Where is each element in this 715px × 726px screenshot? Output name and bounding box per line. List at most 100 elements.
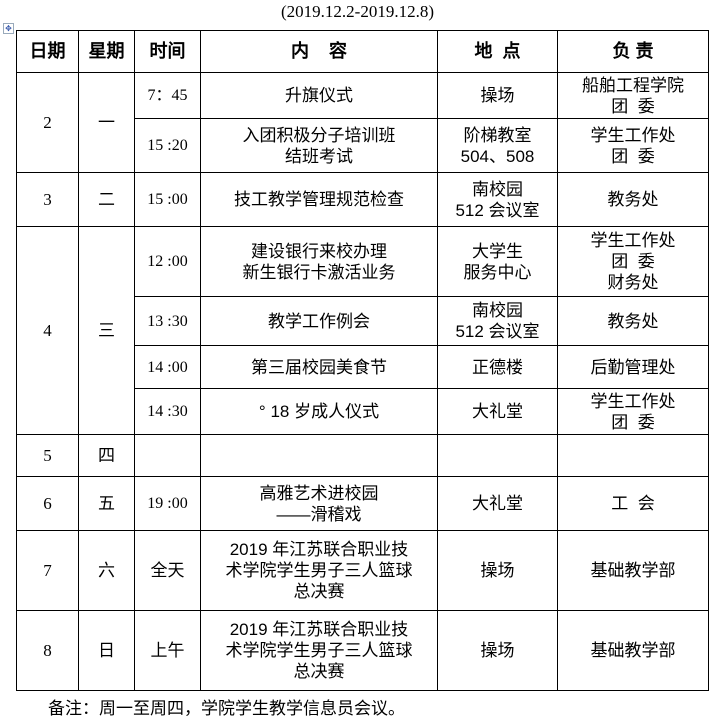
content-cell: 建设银行来校办理 新生银行卡激活业务 [200, 226, 438, 297]
cell-line: 504、508 [460, 146, 535, 166]
cell-line: 512 会议室 [455, 322, 540, 341]
content-cell: 第三届校园美食节 [200, 345, 438, 389]
cell-line: 学生工作处 [590, 231, 676, 250]
content-cell: 教学工作例会 [200, 296, 438, 346]
table-row: 3 二 15 :00 技工教学管理规范检查 南校园 512 会议室 教务处 [16, 172, 709, 227]
header-owner: 负 责 [557, 30, 709, 73]
cell-line: 南校园 [472, 301, 523, 320]
place-cell [437, 434, 558, 477]
weekday-cell: 三 [78, 226, 135, 435]
cell-line: 大礼堂 [472, 494, 523, 513]
cell-line: 学生工作处 [590, 391, 676, 411]
content-cell: ° 18 岁成人仪式 [200, 388, 438, 435]
owner-cell: 基础教学部 [557, 610, 709, 691]
cell-line: 服务中心 [463, 262, 532, 282]
time-cell: 19 :00 [134, 476, 201, 531]
weekday-cell: 日 [78, 610, 135, 691]
cell-line: 操场 [480, 86, 515, 105]
cell-line: 基础教学部 [590, 561, 676, 580]
cell-line: 2019 年江苏联合职业技 [229, 620, 409, 639]
table-row: 14 :30 ° 18 岁成人仪式 大礼堂 学生工作处团 委 [17, 388, 709, 435]
date-cell: 8 [16, 610, 79, 691]
owner-cell: 后勤管理处 [557, 345, 709, 389]
weekday-cell: 一 [78, 72, 135, 173]
cell-line: 建设银行来校办理 [251, 241, 387, 261]
schedule-table: 日期 星期 时间 内 容 地 点 负 责 2 一 7：45 升旗仪式 操场 船舶工程学院团… [16, 30, 709, 691]
place-cell: 大礼堂 [437, 476, 558, 531]
cell-line: 操场 [480, 641, 515, 660]
cell-line: 2019 年江苏联合职业技 [229, 540, 409, 559]
header-row: 日期 星期 时间 内 容 地 点 负 责 [16, 30, 709, 73]
cell-line: 学生工作处 [590, 125, 676, 145]
table-row: 15 :20 入团积极分子培训班 结班考试 阶梯教室 504、508 学生工作处团 委 [17, 118, 709, 173]
cell-line: 财务处 [607, 273, 659, 292]
cell-line: 团 委 [611, 412, 655, 432]
cell-line: 512 会议室 [455, 200, 540, 220]
header-content: 内 容 [200, 30, 438, 73]
date-cell: 5 [16, 434, 79, 477]
cell-line: 大学生 [472, 241, 523, 261]
cell-line: ° 18 岁成人仪式 [258, 402, 380, 421]
place-cell: 大学生 服务中心 [437, 226, 558, 297]
header-place: 地 点 [437, 30, 558, 73]
place-cell: 大礼堂 [437, 388, 558, 435]
table-row: 6 五 19 :00 高雅艺术进校园 ——滑稽戏 大礼堂工 会 [16, 476, 709, 531]
time-cell: 14 :00 [134, 345, 201, 389]
table-row: 7 六全天 2019 年江苏联合职业技 术学院学生男子三人篮球 总决赛 操场 基础教学部 [16, 530, 709, 611]
content-cell: 入团积极分子培训班 结班考试 [200, 118, 438, 173]
cell-line: 团 委 [611, 252, 655, 271]
date-cell: 2 [16, 72, 79, 173]
content-cell: 2019 年江苏联合职业技 术学院学生男子三人篮球 总决赛 [200, 610, 438, 691]
cell-line: 教务处 [607, 311, 659, 331]
time-cell: 7：45 [134, 72, 201, 119]
time-cell [134, 434, 201, 477]
content-cell: 2019 年江苏联合职业技 术学院学生男子三人篮球 总决赛 [200, 530, 438, 611]
header-weekday: 星期 [78, 30, 135, 73]
cell-line: 技工教学管理规范检查 [234, 190, 404, 209]
owner-cell [557, 434, 709, 477]
cell-line: 南校园 [472, 179, 523, 199]
time-cell: 上午 [134, 610, 201, 691]
table-row: 13 :30 教学工作例会 南校园 512 会议室 教务处 [17, 296, 709, 346]
owner-cell: 基础教学部 [557, 530, 709, 611]
table-row: 2 一 7：45 升旗仪式 操场 船舶工程学院团 委 [16, 72, 709, 173]
table-row: 4 三 12 :00 建设银行来校办理 新生银行卡激活业务 大学生 服务中心 学生工作处团 委… [16, 226, 709, 435]
cell-line: 工 会 [611, 494, 655, 513]
content-cell: 技工教学管理规范检查 [200, 172, 438, 227]
cell-line: ——滑稽戏 [276, 504, 362, 524]
place-cell: 操场 [437, 530, 558, 611]
time-cell: 13 :30 [134, 296, 201, 346]
owner-cell: 学生工作处团 委财务处 [557, 226, 709, 297]
place-cell: 阶梯教室 504、508 [437, 118, 558, 173]
cell-line: 新生银行卡激活业务 [242, 262, 396, 282]
cell-line: 升旗仪式 [285, 86, 353, 105]
date-cell: 3 [16, 172, 79, 227]
cell-line: 总决赛 [293, 662, 345, 681]
place-cell: 操场 [437, 72, 558, 119]
cell-line: 团 委 [611, 146, 655, 166]
content-cell: 升旗仪式 [200, 72, 438, 119]
cell-line: 船舶工程学院 [582, 75, 684, 95]
cell-line: 教务处 [607, 190, 659, 209]
document-subtitle: (2019.12.2-2019.12.8) [281, 2, 434, 21]
cell-line: 后勤管理处 [590, 357, 676, 377]
cell-line: 教学工作例会 [268, 311, 370, 331]
date-cell: 4 [16, 226, 79, 435]
owner-cell: 教务处 [557, 172, 709, 227]
time-cell: 15 :00 [134, 172, 201, 227]
cell-line: 术学院学生男子三人篮球 [225, 561, 413, 580]
cell-line: 第三届校园美食节 [251, 357, 387, 377]
owner-cell: 工 会 [557, 476, 709, 531]
cell-line: 正德楼 [472, 357, 523, 377]
owner-cell: 学生工作处团 委 [557, 388, 709, 435]
weekday-cell: 五 [78, 476, 135, 531]
table-row: 14 :00 第三届校园美食节 正德楼 后勤管理处 [17, 345, 709, 389]
place-cell: 操场 [437, 610, 558, 691]
table-move-handle-icon[interactable]: ✥ [3, 23, 14, 34]
cell-line: 结班考试 [285, 146, 353, 166]
cell-line: 操场 [480, 561, 515, 580]
owner-cell: 教务处 [557, 296, 709, 346]
content-cell [200, 434, 438, 477]
place-cell: 南校园 512 会议室 [437, 172, 558, 227]
